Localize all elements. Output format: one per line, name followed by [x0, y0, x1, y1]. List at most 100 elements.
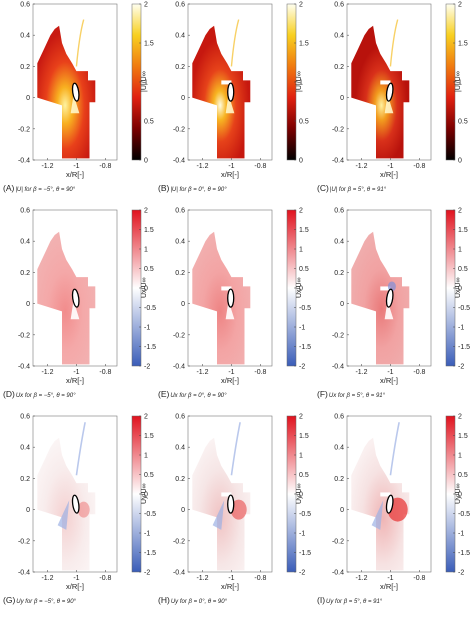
y-tick-label: 0.6 [334, 2, 344, 9]
y-tick-label: 0 [26, 301, 30, 308]
panel-caption-text: Ux for β = 5°, θ = 91° [329, 393, 386, 399]
y-tick-label: 0 [26, 95, 30, 102]
y-tick-label: 0 [26, 507, 30, 514]
x-tick-label: -1 [387, 163, 393, 170]
colorbar-tick-label: -2 [144, 364, 150, 371]
colorbar-tick-label: 0.5 [144, 472, 154, 479]
x-tick-label: -1.2 [355, 575, 367, 582]
y-tick-label: 0.4 [334, 445, 344, 452]
colorbar-tick-label: -0.5 [144, 511, 156, 518]
x-tick-label: -0.8 [254, 163, 266, 170]
negative-uy-region [371, 500, 384, 530]
colorbar-tick-label: -2 [299, 570, 305, 577]
x-tick-label: -1 [387, 369, 393, 376]
x-tick-label: -1 [387, 575, 393, 582]
x-tick-label: -0.8 [99, 575, 111, 582]
panel-e: 0.6 0.4 0.2 0 -0.2 -0.4 -1.2 -1 -0.8 x/R[-] 2 1.5 1 0… [158, 208, 311, 400]
panel-caption: (D)Ux for β = −5°, θ = 90° [3, 389, 76, 399]
x-axis-label: x/R[-] [380, 376, 398, 385]
tip-vortex-trace [75, 19, 85, 67]
colorbar-tick-label: 1 [458, 453, 462, 460]
x-tick-label: -0.8 [413, 163, 425, 170]
y-tick-label: 0.4 [175, 33, 185, 40]
colorbar-tick-label: 0.5 [299, 266, 309, 273]
velocity-field [192, 25, 251, 159]
x-axis-label: x/R[-] [66, 376, 84, 385]
y-tick-label: -0.2 [173, 538, 185, 545]
y-tick-label: 0.6 [175, 414, 185, 421]
tip-vortex-trace [389, 19, 399, 67]
colorbar-tick-label: -1.5 [299, 344, 311, 351]
x-tick-label: -1.2 [41, 163, 53, 170]
x-axis-label: x/R[-] [66, 170, 84, 179]
positive-uy-region [230, 499, 247, 520]
masked-region [380, 286, 391, 291]
tip-vortex-trace [230, 422, 241, 476]
colorbar-tick-label: -0.5 [458, 305, 470, 312]
y-tick-label: -0.4 [332, 158, 344, 165]
panel-caption: (C)|U| for β = 5°, θ = 91° [317, 183, 387, 193]
colorbar-label: |U|/U∞ [141, 71, 148, 92]
y-tick-label: 0.2 [20, 476, 30, 483]
colorbar-tick-label: 1.5 [458, 227, 468, 234]
colorbar-tick-label: 0.5 [144, 266, 154, 273]
x-tick-label: -0.8 [413, 575, 425, 582]
velocity-field [37, 231, 96, 365]
y-tick-label: -0.4 [173, 158, 185, 165]
tip-vortex-trace [230, 225, 240, 273]
y-tick-label: 0.2 [334, 476, 344, 483]
y-tick-label: 0.2 [20, 270, 30, 277]
colorbar-tick-label: 0 [144, 158, 148, 165]
colorbar-tick-label: -1.5 [458, 550, 470, 557]
x-tick-label: -1.2 [196, 163, 208, 170]
panel-c: 0.6 0.4 0.2 0 -0.2 -0.4 -1.2 -1 -0.8 x/R[-] 2 1.5 1 0… [317, 2, 468, 194]
panel-letter: (E) [158, 389, 170, 399]
x-tick-label: -1.2 [41, 575, 53, 582]
masked-region [380, 492, 391, 497]
colorbar-tick-label: 1 [299, 247, 303, 254]
high-speed-wake [384, 94, 394, 114]
tip-vortex-trace [75, 225, 85, 273]
x-tick-label: -1 [73, 575, 79, 582]
colorbar-tick-label: 1.5 [299, 227, 309, 234]
airfoil-outline [227, 494, 235, 514]
panel-caption: (F)Ux for β = 5°, θ = 91° [317, 389, 386, 399]
panel-letter: (D) [3, 389, 15, 399]
colorbar-tick-label: -0.5 [458, 511, 470, 518]
y-tick-label: 0 [181, 95, 185, 102]
y-tick-label: 0.4 [334, 33, 344, 40]
colorbar-tick-label: 0.5 [144, 119, 154, 126]
y-tick-label: -0.4 [18, 364, 30, 371]
airfoil-outline [227, 82, 235, 102]
colorbar-tick-label: 2 [299, 2, 303, 9]
tip-vortex-trace [389, 225, 399, 273]
velocity-field [37, 25, 96, 159]
panel-caption: (H)Uy for β = 0°, θ = 90° [158, 595, 228, 605]
colorbar-tick-label: -1 [144, 531, 150, 538]
colorbar-tick-label: 1 [299, 80, 303, 87]
y-tick-label: 0.6 [334, 414, 344, 421]
y-tick-label: 0.4 [334, 239, 344, 246]
y-tick-label: -0.2 [332, 332, 344, 339]
high-speed-wake [225, 94, 235, 114]
velocity-field [37, 437, 96, 571]
colorbar-tick-label: -1.5 [299, 550, 311, 557]
colorbar-tick-label: 0.5 [458, 119, 468, 126]
y-tick-label: -0.2 [18, 126, 30, 133]
y-tick-label: 0.4 [20, 445, 30, 452]
x-tick-label: -1 [73, 163, 79, 170]
x-tick-label: -0.8 [99, 163, 111, 170]
y-tick-label: 0.6 [20, 414, 30, 421]
x-tick-label: -1 [228, 163, 234, 170]
x-tick-label: -1.2 [41, 369, 53, 376]
y-tick-label: 0.2 [334, 64, 344, 71]
colorbar-tick-label: 1.5 [144, 227, 154, 234]
x-tick-label: -1 [228, 575, 234, 582]
panel-letter: (H) [158, 595, 170, 605]
colorbar-tick-label: 0.5 [458, 266, 468, 273]
velocity-field [351, 437, 410, 571]
x-tick-label: -1.2 [355, 369, 367, 376]
y-tick-label: 0.2 [334, 270, 344, 277]
panel-a: 0.6 0.4 0.2 0 -0.2 -0.4 -1.2 -1 -0.8 x/R[-] 2 1.5 1 0… [3, 2, 154, 194]
